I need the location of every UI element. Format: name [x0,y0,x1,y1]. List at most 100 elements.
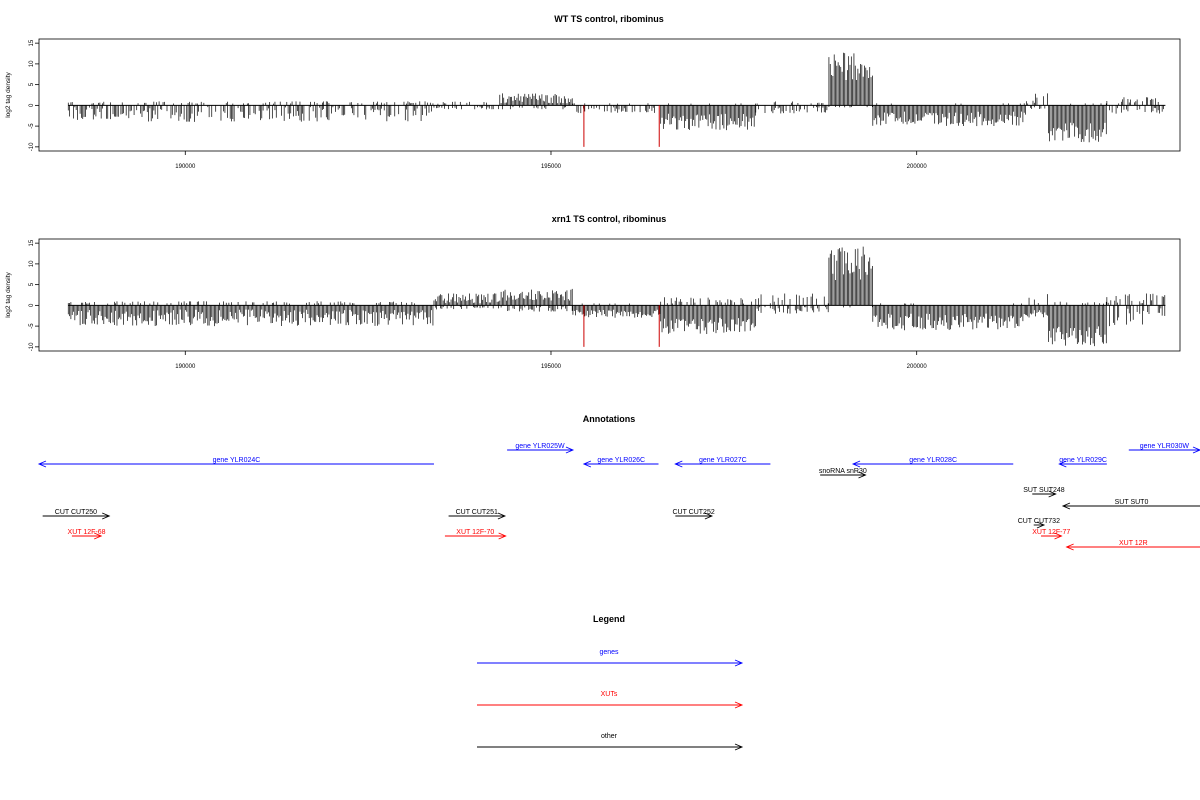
y-tick-label: 15 [29,239,35,246]
annotation-feature: snoRNA snR30 [819,468,867,479]
y-tick-label: 0 [29,303,35,307]
arrow-head [1048,490,1057,498]
annotation-feature: XUT 12R [1065,540,1200,551]
annotation-label: CUT CUT732 [1018,518,1060,525]
arrow-head [93,532,103,540]
annotation-feature: gene YLR027C [674,457,771,468]
annotation-label: snoRNA snR30 [819,468,867,475]
annotation-label: CUT CUT251 [456,509,498,516]
legend-item: other [477,733,744,751]
arrow-head [734,659,744,667]
arrow-head [1058,460,1067,468]
axis-ticks: -10 -5 0 5 10 15 190000 195000 200000 [29,39,927,170]
x-tick-label: 195000 [541,164,562,170]
annotation-feature: gene YLR025W [507,443,575,454]
annotation-feature: gene YLR026C [582,457,659,468]
arrow-head [102,512,111,520]
annotation-label: gene YLR025W [515,443,565,450]
annotation-label: SUT SUT248 [1023,487,1065,494]
annotation-label: gene YLR030W [1140,443,1190,450]
legend-items: genes XUTs other [477,649,744,751]
arrow-head [497,512,507,520]
annotation-feature: XUT 12F-70 [444,529,507,540]
x-tick-label: 195000 [541,364,562,370]
annotation-label: XUT 12F-68 [68,529,106,536]
annotation-feature: CUT CUT252 [672,509,715,520]
annotation-feature: XUT 12F-77 [1032,529,1070,540]
annotation-label: CUT CUT252 [672,509,714,516]
annotation-feature: CUT CUT732 [1018,518,1060,529]
x-tick-label: 190000 [175,164,196,170]
x-tick-label: 190000 [175,364,196,370]
legend-label: other [601,733,618,740]
legend: Legend genes XUTs other [477,614,744,751]
annotation-label: gene YLR026C [597,457,645,464]
annotation-label: CUT CUT250 [55,509,97,516]
y-tick-label: 10 [29,260,35,267]
arrow-head [37,460,47,468]
annotation-feature: SUT SUT248 [1023,487,1065,498]
arrow-head [1054,532,1063,540]
arrow-head [704,512,714,520]
annotation-label: gene YLR028C [909,457,957,464]
plot-frame [38,38,1181,152]
arrow-head [1036,521,1046,529]
arrow-head [1192,446,1200,454]
annotation-label: gene YLR027C [699,457,747,464]
x-tick-label: 200000 [907,164,928,170]
plot-frame [38,238,1181,352]
annotation-items: gene YLR024C gene YLR025W gene YLR026C gene… [37,443,1200,551]
annotation-label: XUT 12R [1119,540,1148,547]
y-tick-label: -5 [29,323,35,329]
annotation-label: SUT SUT0 [1115,499,1149,506]
y-tick-label: -10 [29,342,35,351]
arrow-head [498,532,507,540]
y-tick-label: -10 [29,142,35,151]
x-tick-label: 200000 [907,364,928,370]
y-tick-label: 5 [29,82,35,86]
panel-title: WT TS control, ribominus [554,14,664,24]
arrow-head [674,460,683,468]
annotation-feature: CUT CUT251 [448,509,507,520]
y-tick-label: -5 [29,123,35,129]
y-tick-label: 10 [29,60,35,67]
annotation-label: XUT 12F-70 [456,529,494,536]
y-tick-label: 5 [29,282,35,286]
arrow-head [1061,502,1071,510]
annotation-label: gene YLR024C [213,457,261,464]
annotation-feature: CUT CUT250 [42,509,111,520]
signal-bars [67,246,1166,347]
axis-ticks: -10 -5 0 5 10 15 190000 195000 200000 [29,239,927,370]
y-axis-label: log2 tag density [5,271,12,317]
arrow-head [582,460,592,468]
arrow-head [734,701,744,709]
legend-label: genes [599,649,619,656]
arrow-head [734,743,744,751]
panel-title: xrn1 TS control, ribominus [552,214,667,224]
annotation-feature: gene YLR024C [37,457,434,468]
legend-item: genes [477,649,744,667]
wt-density-panel: WT TS control, ribominus log2 tag densit… [5,14,1181,170]
annotation-feature: gene YLR030W [1128,443,1200,454]
arrow-head [851,460,861,468]
y-tick-label: 15 [29,39,35,46]
annotation-label: gene YLR029C [1059,457,1107,464]
annotation-feature: XUT 12F-68 [68,529,106,540]
annotation-feature: gene YLR028C [851,457,1014,468]
annotation-feature: gene YLR029C [1058,457,1107,468]
arrow-head [565,446,575,454]
annotation-feature: SUT SUT0 [1061,499,1200,510]
legend-label: XUTs [601,691,618,698]
signal-bars [67,52,1166,147]
arrow-head [1065,543,1074,551]
arrow-head [858,471,867,479]
annotation-label: XUT 12F-77 [1032,529,1070,536]
legend-item: XUTs [477,691,744,709]
xrn1-density-panel: xrn1 TS control, ribominus log2 tag dens… [5,214,1181,370]
annotations-title: Annotations [583,414,636,424]
y-tick-label: 0 [29,103,35,107]
legend-title: Legend [593,614,625,624]
